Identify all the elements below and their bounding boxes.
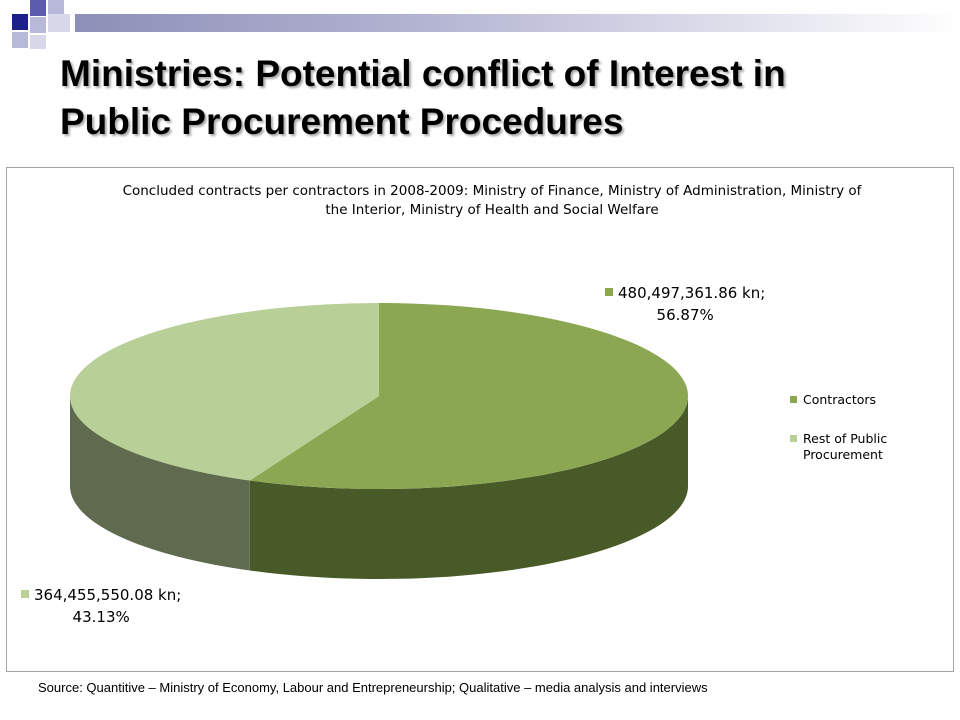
legend-item-contractors: Contractors	[790, 392, 940, 408]
slide-title-line-2: Public Procurement Procedures	[60, 101, 624, 142]
pie-slice-contractors	[249, 303, 689, 489]
legend-label-contractors: Contractors	[803, 392, 877, 407]
legend-swatch-rest	[790, 435, 797, 442]
corner-square-light	[30, 17, 46, 33]
data-label-contractors-percent: 56.87%	[656, 306, 714, 324]
data-label-rest-value: 364,455,550.08 kn;	[34, 586, 182, 604]
pie-side-contractors	[249, 396, 688, 579]
data-label-contractors: 480,497,361.86 kn; 56.87%	[605, 282, 765, 326]
slide-title: Ministries: Potential conflict of Intere…	[60, 50, 920, 146]
source-note: Source: Quantitive – Ministry of Economy…	[38, 680, 708, 695]
data-label-rest-swatch	[21, 590, 29, 598]
pie-side-rest	[70, 396, 250, 571]
chart-title-line-1: Concluded contracts per contractors in 2…	[122, 183, 862, 199]
chart-title-line-2: the Interior, Ministry of Health and Soc…	[325, 202, 659, 218]
data-label-contractors-value: 480,497,361.86 kn;	[618, 284, 766, 302]
data-label-rest: 364,455,550.08 kn; 43.13%	[21, 584, 181, 628]
pie-slice-rest	[70, 303, 380, 481]
legend-label-rest-line-2: Procurement	[803, 447, 883, 462]
corner-square-faint	[48, 14, 70, 32]
legend-item-rest: Rest of Public Procurement	[790, 431, 940, 463]
pie-chart	[70, 303, 689, 579]
header-bar	[75, 14, 960, 32]
slide-title-line-1: Ministries: Potential conflict of Intere…	[60, 53, 786, 94]
chart-legend: Contractors Rest of Public Procurement	[790, 392, 940, 486]
data-label-contractors-swatch	[605, 288, 613, 296]
corner-square-navy	[12, 14, 28, 30]
chart-frame: Concluded contracts per contractors in 2…	[6, 167, 954, 672]
corner-square-faint-left	[12, 32, 28, 48]
data-label-rest-percent: 43.13%	[72, 608, 130, 626]
legend-label-rest-line-1: Rest of Public	[803, 431, 888, 446]
corner-square-faint-bottom	[30, 35, 46, 49]
corner-square-blue	[30, 0, 46, 16]
legend-swatch-contractors	[790, 396, 797, 403]
corner-square-light-top	[48, 0, 64, 14]
chart-title: Concluded contracts per contractors in 2…	[97, 182, 887, 220]
